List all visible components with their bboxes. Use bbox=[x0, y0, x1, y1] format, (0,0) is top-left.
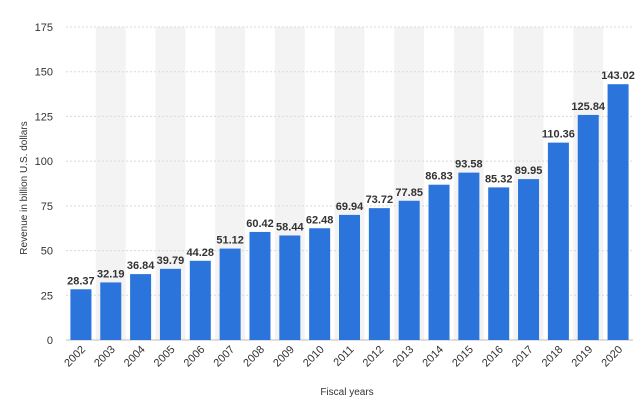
data-label: 39.79 bbox=[157, 255, 185, 267]
x-tick-label: 2003 bbox=[92, 344, 118, 370]
x-tick-label: 2011 bbox=[331, 344, 356, 369]
y-tick-label: 100 bbox=[35, 156, 53, 168]
y-tick-label: 50 bbox=[41, 246, 53, 258]
y-axis-title: Revenue in billion U.S. dollars bbox=[19, 121, 30, 254]
x-tick-label: 2005 bbox=[152, 344, 178, 370]
x-tick-label: 2007 bbox=[211, 344, 237, 370]
bars bbox=[70, 84, 629, 340]
bar-2012[interactable] bbox=[368, 208, 390, 340]
data-label: 44.28 bbox=[187, 247, 215, 259]
bar-2017[interactable] bbox=[518, 179, 540, 340]
x-tick-label: 2018 bbox=[540, 344, 566, 370]
bar-2020[interactable] bbox=[607, 84, 629, 340]
bar-2018[interactable] bbox=[547, 142, 569, 340]
x-tick-label: 2017 bbox=[510, 344, 536, 370]
bar-2008[interactable] bbox=[249, 231, 271, 340]
data-label: 77.85 bbox=[395, 187, 423, 199]
x-tick-label: 2002 bbox=[62, 344, 88, 370]
x-tick-label: 2014 bbox=[420, 344, 446, 370]
data-label: 36.84 bbox=[127, 260, 155, 272]
x-tick-label: 2020 bbox=[599, 344, 625, 370]
bar-2007[interactable] bbox=[219, 248, 241, 340]
x-tick-label: 2019 bbox=[570, 344, 596, 370]
data-label: 51.12 bbox=[216, 235, 244, 247]
data-label: 60.42 bbox=[246, 218, 274, 230]
x-axis-ticks: 2002 2003 2004 2005 2006 2007 2008 2009 2010 2011… bbox=[62, 344, 625, 370]
data-label: 93.58 bbox=[455, 159, 483, 171]
y-tick-label: 175 bbox=[35, 22, 53, 34]
x-tick-label: 2010 bbox=[301, 344, 327, 370]
data-label: 62.48 bbox=[306, 214, 334, 226]
bar-2003[interactable] bbox=[100, 282, 122, 340]
x-axis-title: Fiscal years bbox=[320, 387, 373, 398]
y-tick-label: 125 bbox=[35, 111, 53, 123]
bar-2011[interactable] bbox=[339, 214, 360, 340]
bar-2006[interactable] bbox=[189, 260, 211, 340]
x-tick-label: 2009 bbox=[271, 344, 297, 370]
bar-2019[interactable] bbox=[577, 114, 599, 340]
data-label: 32.19 bbox=[97, 268, 125, 280]
x-tick-label: 2012 bbox=[361, 344, 387, 370]
data-label: 28.37 bbox=[67, 275, 95, 287]
data-label: 89.95 bbox=[515, 165, 543, 177]
x-tick-label: 2015 bbox=[450, 344, 476, 370]
x-tick-label: 2016 bbox=[480, 344, 506, 370]
x-tick-label: 2006 bbox=[182, 344, 208, 370]
bar-2004[interactable] bbox=[130, 274, 152, 340]
data-label: 58.44 bbox=[276, 221, 304, 233]
bar-2009[interactable] bbox=[279, 235, 301, 340]
y-tick-label: 150 bbox=[35, 67, 53, 79]
data-label: 110.36 bbox=[542, 129, 575, 141]
data-label: 143.02 bbox=[601, 70, 635, 82]
bar-2013[interactable] bbox=[398, 200, 420, 340]
bar-2015[interactable] bbox=[458, 172, 480, 340]
data-label: 73.72 bbox=[366, 194, 394, 206]
bar-2002[interactable] bbox=[70, 289, 92, 340]
y-tick-label: 25 bbox=[41, 290, 53, 302]
data-label: 86.83 bbox=[425, 171, 453, 183]
y-tick-label: 0 bbox=[47, 335, 53, 347]
bar-2014[interactable] bbox=[428, 184, 450, 340]
x-tick-label: 2004 bbox=[122, 344, 148, 370]
data-label: 85.32 bbox=[485, 173, 513, 185]
y-axis-ticks: 0 25 50 75 100 125 150 175 bbox=[35, 22, 53, 347]
data-label: 125.84 bbox=[571, 101, 606, 113]
bar-2016[interactable] bbox=[488, 187, 510, 340]
x-tick-label: 2013 bbox=[391, 344, 417, 370]
data-label: 69.94 bbox=[336, 201, 364, 213]
y-tick-label: 75 bbox=[41, 201, 53, 213]
bar-2010[interactable] bbox=[309, 228, 331, 340]
x-tick-label: 2008 bbox=[241, 344, 267, 370]
bar-2005[interactable] bbox=[159, 268, 181, 340]
